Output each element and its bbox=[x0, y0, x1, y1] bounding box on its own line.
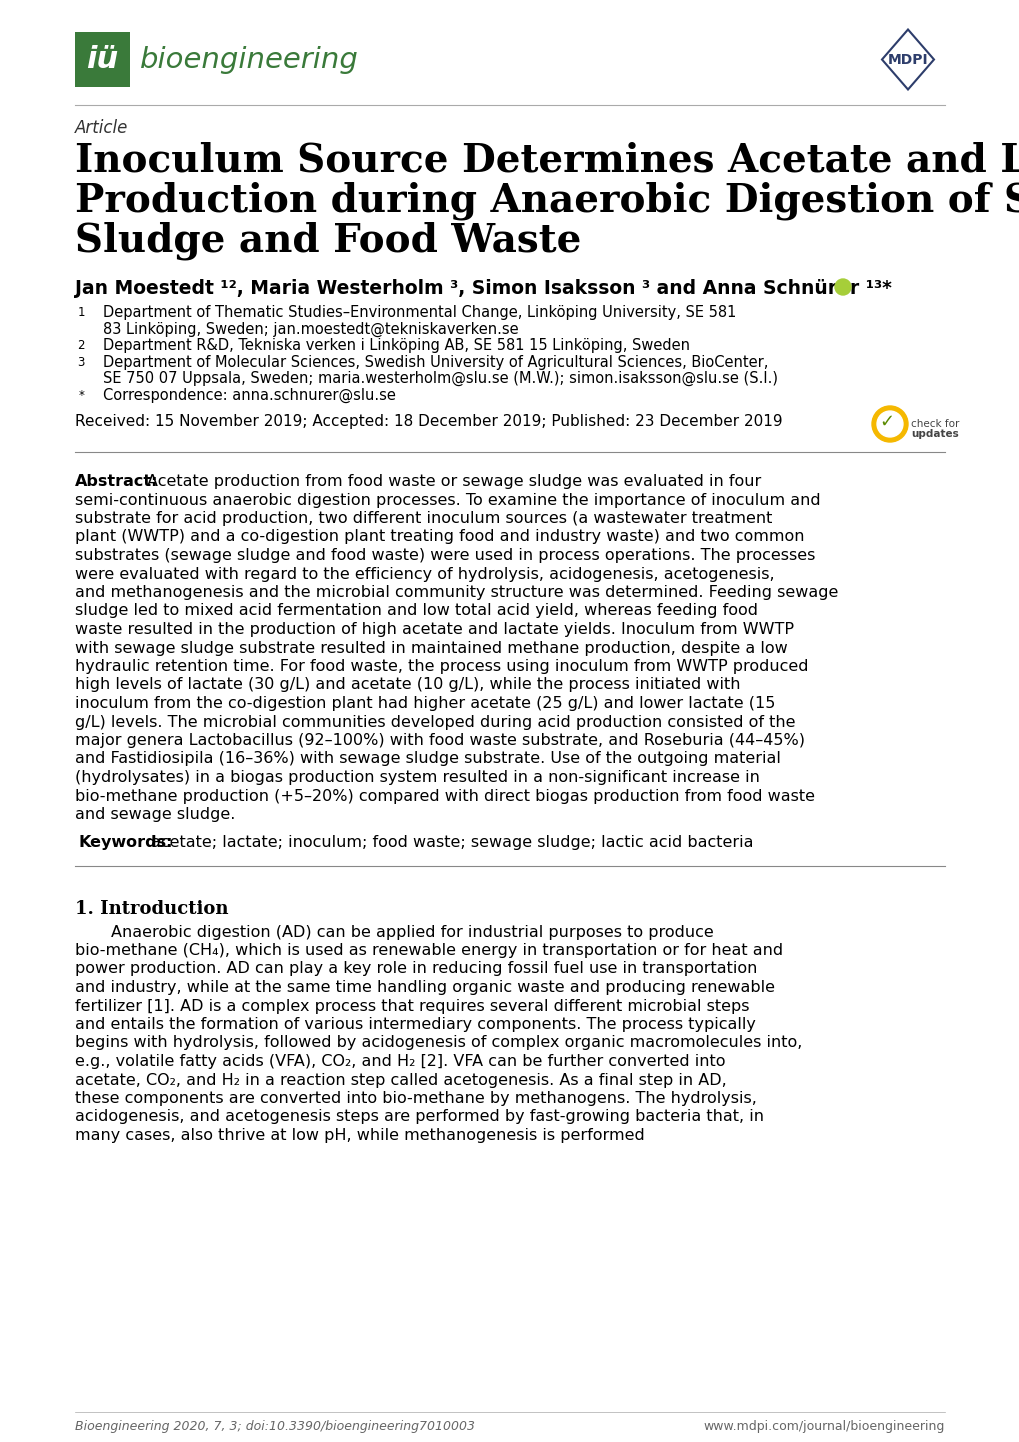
Text: bioengineering: bioengineering bbox=[140, 46, 359, 74]
Text: acetate; lactate; inoculum; food waste; sewage sludge; lactic acid bacteria: acetate; lactate; inoculum; food waste; … bbox=[151, 835, 753, 851]
Text: hydraulic retention time. For food waste, the process using inoculum from WWTP p: hydraulic retention time. For food waste… bbox=[75, 659, 808, 673]
Text: 1. Introduction: 1. Introduction bbox=[75, 900, 228, 919]
Text: and Fastidiosipila (16–36%) with sewage sludge substrate. Use of the outgoing ma: and Fastidiosipila (16–36%) with sewage … bbox=[75, 751, 781, 767]
Text: fertilizer [1]. AD is a complex process that requires several different microbia: fertilizer [1]. AD is a complex process … bbox=[75, 998, 749, 1014]
Text: www.mdpi.com/journal/bioengineering: www.mdpi.com/journal/bioengineering bbox=[703, 1420, 944, 1433]
Text: were evaluated with regard to the efficiency of hydrolysis, acidogenesis, acetog: were evaluated with regard to the effici… bbox=[75, 567, 773, 581]
Text: many cases, also thrive at low pH, while methanogenesis is performed: many cases, also thrive at low pH, while… bbox=[75, 1128, 644, 1144]
Text: 1: 1 bbox=[77, 306, 85, 319]
Text: bio-methane production (+5–20%) compared with direct biogas production from food: bio-methane production (+5–20%) compared… bbox=[75, 789, 814, 803]
Text: 83 Linköping, Sweden; jan.moestedt@tekniskaverken.se: 83 Linköping, Sweden; jan.moestedt@tekni… bbox=[103, 322, 518, 336]
Text: Bioengineering 2020, 7, 3; doi:10.3390/bioengineering7010003: Bioengineering 2020, 7, 3; doi:10.3390/b… bbox=[75, 1420, 475, 1433]
Text: e.g., volatile fatty acids (VFA), CO₂, and H₂ [2]. VFA can be further converted : e.g., volatile fatty acids (VFA), CO₂, a… bbox=[75, 1054, 725, 1069]
Text: Department of Molecular Sciences, Swedish University of Agricultural Sciences, B: Department of Molecular Sciences, Swedis… bbox=[103, 355, 767, 369]
Circle shape bbox=[871, 407, 907, 443]
Text: Inoculum Source Determines Acetate and Lactate: Inoculum Source Determines Acetate and L… bbox=[75, 141, 1019, 179]
Text: and industry, while at the same time handling organic waste and producing renewa: and industry, while at the same time han… bbox=[75, 981, 774, 995]
Text: check for: check for bbox=[910, 420, 959, 430]
Text: substrate for acid production, two different inoculum sources (a wastewater trea: substrate for acid production, two diffe… bbox=[75, 510, 771, 526]
Text: SE 750 07 Uppsala, Sweden; maria.westerholm@slu.se (M.W.); simon.isaksson@slu.se: SE 750 07 Uppsala, Sweden; maria.westerh… bbox=[103, 371, 777, 386]
Text: begins with hydrolysis, followed by acidogenesis of complex organic macromolecul: begins with hydrolysis, followed by acid… bbox=[75, 1035, 802, 1051]
Text: Jan Moestedt ¹², Maria Westerholm ³, Simon Isaksson ³ and Anna Schnürer ¹³*: Jan Moestedt ¹², Maria Westerholm ³, Sim… bbox=[75, 278, 891, 298]
Text: and sewage sludge.: and sewage sludge. bbox=[75, 808, 235, 822]
Text: ✓: ✓ bbox=[878, 412, 894, 431]
Text: iD: iD bbox=[838, 283, 847, 291]
Text: waste resulted in the production of high acetate and lactate yields. Inoculum fr: waste resulted in the production of high… bbox=[75, 622, 793, 637]
Text: Department of Thematic Studies–Environmental Change, Linköping University, SE 58: Department of Thematic Studies–Environme… bbox=[103, 306, 736, 320]
Text: Received: 15 November 2019; Accepted: 18 December 2019; Published: 23 December 2: Received: 15 November 2019; Accepted: 18… bbox=[75, 414, 782, 430]
Text: Acetate production from food waste or sewage sludge was evaluated in four: Acetate production from food waste or se… bbox=[147, 474, 760, 489]
Circle shape bbox=[876, 411, 902, 437]
Text: acetate, CO₂, and H₂ in a reaction step called acetogenesis. As a final step in : acetate, CO₂, and H₂ in a reaction step … bbox=[75, 1073, 727, 1087]
Circle shape bbox=[835, 278, 850, 296]
Text: major genera Lactobacillus (92–100%) with food waste substrate, and Roseburia (4: major genera Lactobacillus (92–100%) wit… bbox=[75, 733, 804, 748]
Text: (hydrolysates) in a biogas production system resulted in a non-significant incre: (hydrolysates) in a biogas production sy… bbox=[75, 770, 759, 784]
Text: Production during Anaerobic Digestion of Sewage: Production during Anaerobic Digestion of… bbox=[75, 182, 1019, 219]
Text: plant (WWTP) and a co-digestion plant treating food and industry waste) and two : plant (WWTP) and a co-digestion plant tr… bbox=[75, 529, 804, 545]
Text: power production. AD can play a key role in reducing fossil fuel use in transpor: power production. AD can play a key role… bbox=[75, 962, 757, 976]
FancyBboxPatch shape bbox=[75, 32, 129, 87]
Text: acidogenesis, and acetogenesis steps are performed by fast-growing bacteria that: acidogenesis, and acetogenesis steps are… bbox=[75, 1109, 763, 1125]
Text: bio-methane (CH₄), which is used as renewable energy in transportation or for he: bio-methane (CH₄), which is used as rene… bbox=[75, 943, 783, 957]
Text: and methanogenesis and the microbial community structure was determined. Feeding: and methanogenesis and the microbial com… bbox=[75, 585, 838, 600]
Text: 3: 3 bbox=[77, 356, 85, 369]
Text: 2: 2 bbox=[77, 339, 85, 352]
Text: Anaerobic digestion (AD) can be applied for industrial purposes to produce: Anaerobic digestion (AD) can be applied … bbox=[111, 924, 713, 940]
Text: iü: iü bbox=[87, 45, 118, 74]
Text: inoculum from the co-digestion plant had higher acetate (25 g/L) and lower lacta: inoculum from the co-digestion plant had… bbox=[75, 696, 774, 711]
Text: Sludge and Food Waste: Sludge and Food Waste bbox=[75, 221, 581, 260]
Text: with sewage sludge substrate resulted in maintained methane production, despite : with sewage sludge substrate resulted in… bbox=[75, 640, 787, 656]
Text: updates: updates bbox=[910, 430, 958, 438]
Text: sludge led to mixed acid fermentation and low total acid yield, whereas feeding : sludge led to mixed acid fermentation an… bbox=[75, 604, 757, 619]
Text: Correspondence: anna.schnurer@slu.se: Correspondence: anna.schnurer@slu.se bbox=[103, 388, 395, 402]
Text: Keywords:: Keywords: bbox=[78, 835, 173, 851]
Text: *: * bbox=[79, 388, 85, 401]
Text: these components are converted into bio-methane by methanogens. The hydrolysis,: these components are converted into bio-… bbox=[75, 1092, 756, 1106]
Text: high levels of lactate (30 g/L) and acetate (10 g/L), while the process initiate: high levels of lactate (30 g/L) and acet… bbox=[75, 678, 740, 692]
Text: Department R&D, Tekniska verken i Linköping AB, SE 581 15 Linköping, Sweden: Department R&D, Tekniska verken i Linköp… bbox=[103, 337, 689, 353]
Text: g/L) levels. The microbial communities developed during acid production consiste: g/L) levels. The microbial communities d… bbox=[75, 714, 795, 730]
Text: MDPI: MDPI bbox=[887, 52, 927, 66]
Text: and entails the formation of various intermediary components. The process typica: and entails the formation of various int… bbox=[75, 1017, 755, 1032]
Text: Abstract:: Abstract: bbox=[75, 474, 158, 489]
Text: semi-continuous anaerobic digestion processes. To examine the importance of inoc: semi-continuous anaerobic digestion proc… bbox=[75, 493, 820, 508]
Text: substrates (sewage sludge and food waste) were used in process operations. The p: substrates (sewage sludge and food waste… bbox=[75, 548, 814, 562]
Text: Article: Article bbox=[75, 120, 128, 137]
